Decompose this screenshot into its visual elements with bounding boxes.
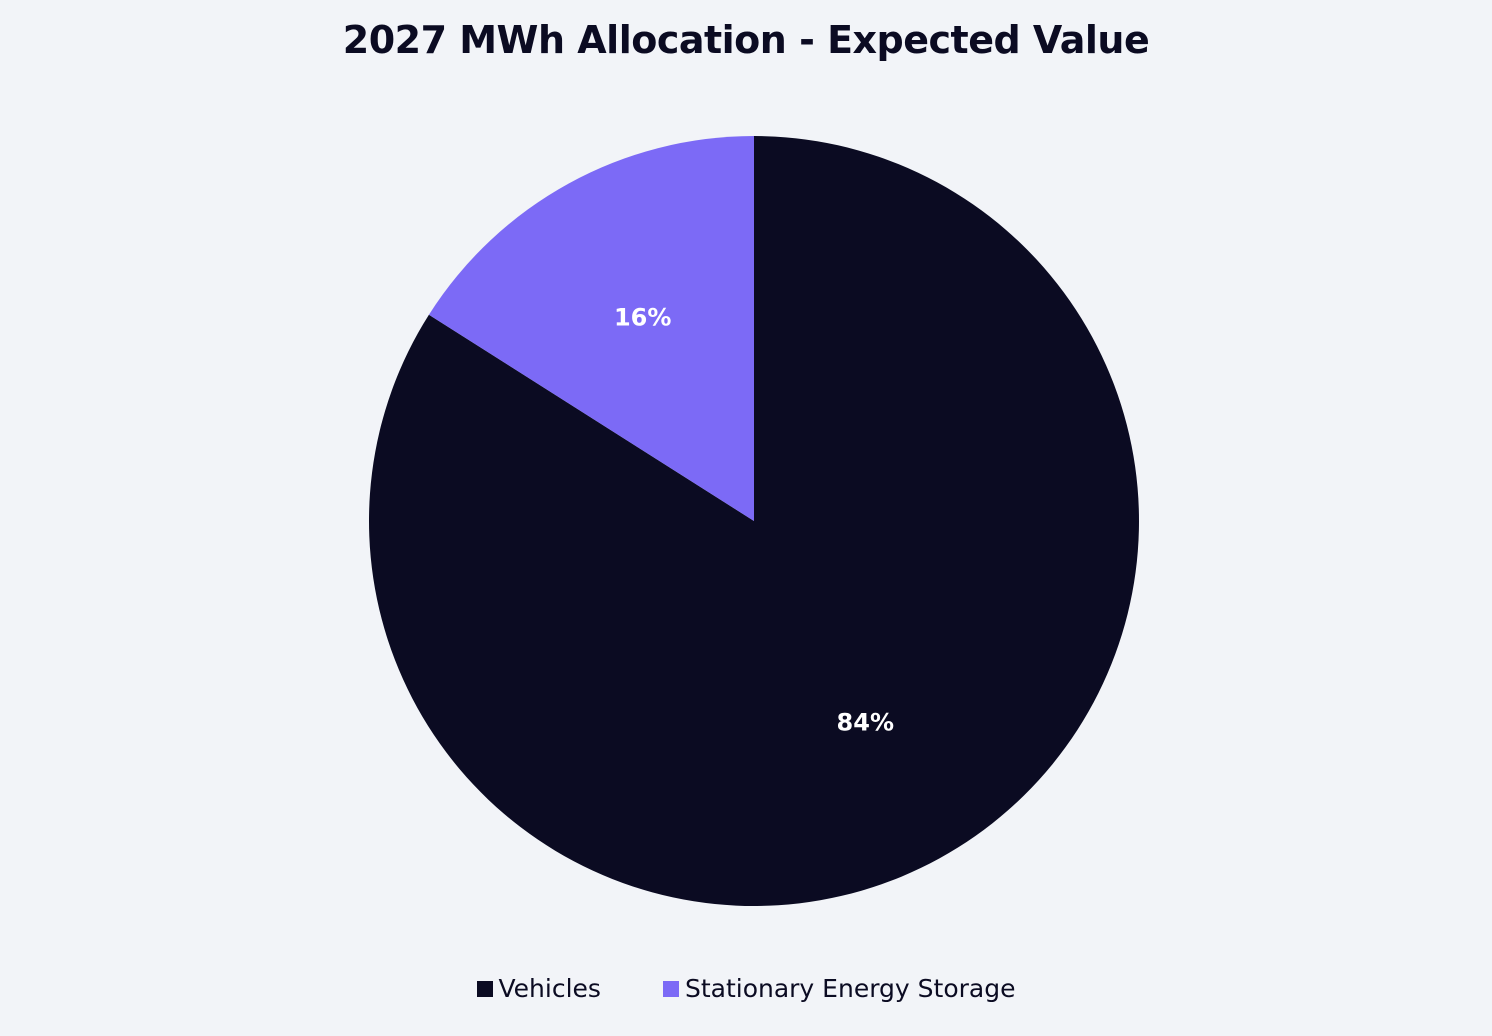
legend-swatch-stationary-energy-storage [662,980,679,997]
pie-slice-label-vehicles: 84% [837,708,894,736]
pie-slice-labels: 84% 16% [614,304,894,737]
legend-item-stationary-energy-storage[interactable]: Stationary Energy Storage [662,974,1016,1003]
pie-slice-label-stationary-energy-storage: 16% [614,304,671,332]
chart-title: 2027 MWh Allocation - Expected Value [342,18,1150,62]
pie-slice-stationary-energy-storage[interactable] [428,136,754,521]
legend-item-vehicles[interactable]: Vehicles [476,974,601,1003]
legend-label-vehicles: Vehicles [498,974,601,1003]
pie-slices [369,136,1139,906]
legend-swatch-vehicles [476,980,493,997]
legend: Vehicles Stationary Energy Storage [0,974,1492,1003]
legend-label-stationary-energy-storage: Stationary Energy Storage [684,974,1016,1003]
